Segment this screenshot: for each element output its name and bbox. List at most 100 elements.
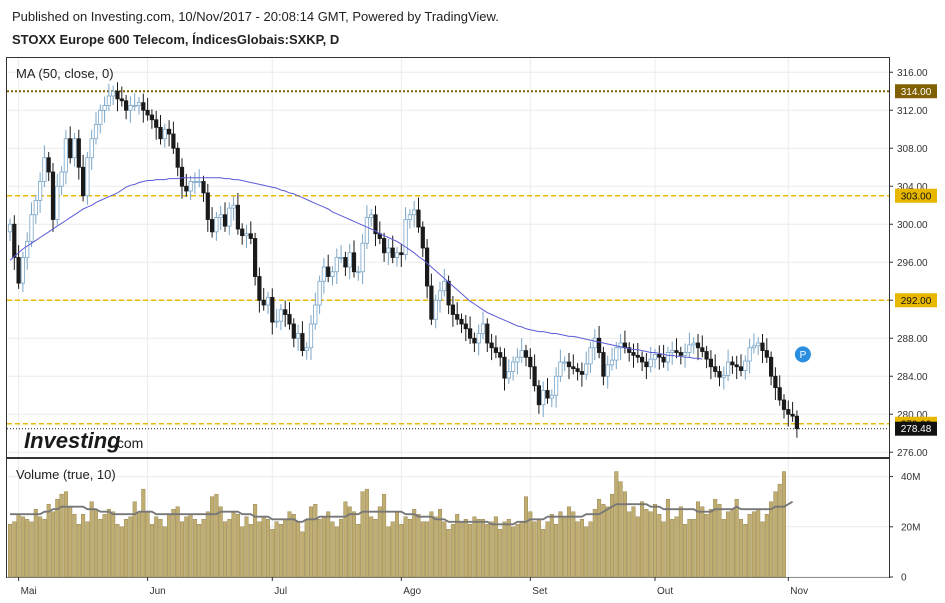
volume-bar [631,506,636,578]
candle-body [429,285,434,320]
volume-bar [648,511,653,578]
candle-body [89,138,94,159]
candle-body [111,90,116,97]
volume-bar [782,471,787,578]
volume-bar [511,526,516,578]
volume-bar [257,521,262,578]
volume-bar [227,519,232,578]
candle-body [283,309,288,315]
candle-body [149,114,154,121]
volume-bar [588,521,593,578]
price-tick-label: 300.00 [897,220,928,231]
volume-bar [541,529,546,578]
volume-bar [622,491,627,578]
volume-bar [721,519,726,578]
candle-body [12,223,17,258]
candle-body [321,266,327,282]
volume-bar [158,519,163,578]
candle-body [347,252,352,268]
volume-bar [184,516,189,578]
candle-body [240,228,245,237]
candle-body [670,350,675,353]
price-tick-label: 284.00 [897,372,928,383]
volume-bar [747,514,752,578]
volume-bar [476,519,481,578]
candle-body [734,364,739,368]
candle-body [528,356,533,368]
volume-bar [352,511,357,578]
candle-body [115,90,120,100]
candle-body [278,309,284,322]
time-tick-label: Ago [403,586,421,597]
volume-bar [218,506,223,578]
candle-body [154,119,159,128]
volume-bar [364,488,369,578]
volume-bar [72,514,77,578]
candle-body [407,214,413,220]
price-panel-frame [6,57,890,458]
candle-body [166,128,172,135]
candle-body [523,350,529,358]
candle-body [158,126,163,140]
candle-body [605,364,610,377]
volume-bar [266,519,271,578]
volume-bar [261,516,266,578]
candle-body [713,366,718,372]
volume-bar [20,516,25,578]
candle-body [63,138,68,173]
candlesticks [7,82,800,438]
candle-body [554,375,559,396]
volume-bar [16,514,21,578]
volume-bar [528,511,533,578]
volume-bar [334,526,339,578]
candle-body [773,375,778,389]
volume-bar [175,506,180,578]
candle-body [571,366,576,370]
level-tag-label: 303.00 [901,191,932,202]
volume-bars [7,471,787,578]
candle-body [248,233,253,239]
candle-body [498,352,503,358]
volume-bar [614,471,619,578]
marker-p-icon[interactable]: P [794,346,811,363]
volume-bar [760,521,765,578]
candle-body [201,181,206,194]
volume-bar [717,503,722,578]
price-tick-label: 280.00 [897,410,928,421]
volume-bar [481,519,486,578]
price-tick-label: 304.00 [897,182,928,193]
candle-body [356,271,361,274]
candle-body [68,138,73,159]
volume-indicator-label: Volume (true, 10) [16,467,116,482]
candle-body [480,323,486,334]
candle-body [674,350,679,353]
price-tick-label: 308.00 [897,144,928,155]
volume-bar [309,506,314,578]
candle-body [769,356,774,377]
candle-body [781,399,787,410]
volume-bar [597,498,602,578]
candle-body [209,219,215,233]
candle-body [145,109,150,116]
candle-body [162,128,167,140]
watermark-suffix: .com [113,435,143,451]
volume-bar [51,511,56,578]
volume-bar [55,498,60,578]
price-tick-label: 312.00 [897,106,928,117]
candle-body [721,374,726,378]
volume-bar [188,514,193,578]
volume-bar [665,498,670,578]
volume-bar [42,519,47,578]
volume-bar [571,511,576,578]
volume-bar [769,501,774,578]
volume-bar [124,519,129,578]
volume-bar [429,511,434,578]
volume-bar [46,503,51,578]
candle-body [179,166,185,187]
candle-body [20,257,26,284]
volume-bar [167,514,172,578]
candle-body [777,387,782,401]
candle-body [661,356,666,363]
last-price-tag-label: 278.48 [901,424,932,435]
